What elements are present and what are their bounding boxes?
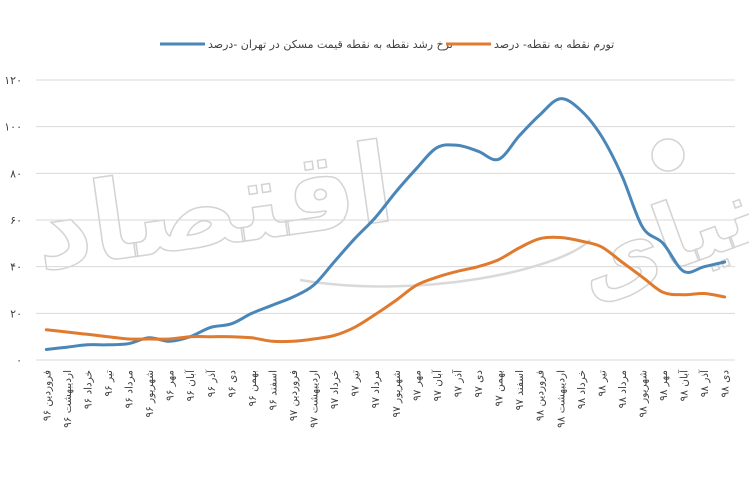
x-tick-label: اردیبهشت ۹۷ bbox=[309, 370, 321, 428]
gridlines bbox=[36, 79, 735, 361]
x-tick-label: اردیبهشت ۹۶ bbox=[62, 370, 74, 428]
legend: نرخ رشد نقطه به نقطه قیمت مسکن در تهران … bbox=[160, 38, 614, 51]
y-tick-label: ۶۰ bbox=[10, 214, 22, 227]
x-tick-label: شهریور ۹۸ bbox=[637, 370, 649, 417]
x-tick-label: فروردین ۹۸ bbox=[535, 370, 547, 421]
x-tick-label: آبان ۹۶ bbox=[184, 369, 197, 401]
x-tick-label: دی ۹۸ bbox=[720, 370, 732, 398]
svg-text:اقتصاد: اقتصاد bbox=[26, 119, 401, 296]
x-tick-label: تیر ۹۸ bbox=[596, 370, 608, 397]
x-tick-label: آبان ۹۷ bbox=[431, 369, 444, 401]
x-axis-tick-labels: فروردین ۹۶ اردیبهشت ۹۶ خرداد ۹۶ تیر ۹۶ مرداد… bbox=[41, 369, 731, 428]
x-tick-label: بهمن ۹۷ bbox=[494, 370, 506, 406]
series-lines bbox=[44, 97, 727, 351]
x-tick-label: بهمن ۹۶ bbox=[247, 370, 259, 406]
y-axis-tick-labels: ۰ ۲۰ ۴۰ ۶۰ ۸۰ ۱۰۰ ۱۲۰ bbox=[4, 74, 22, 367]
x-tick-label: فروردین ۹۷ bbox=[288, 370, 300, 421]
x-tick-label: مهر ۹۶ bbox=[165, 370, 177, 401]
x-tick-label: شهریور ۹۷ bbox=[391, 370, 403, 417]
y-tick-label: ۸۰ bbox=[10, 167, 22, 180]
x-tick-label: مرداد ۹۷ bbox=[370, 370, 382, 408]
y-tick-label: ۱۰۰ bbox=[4, 121, 22, 134]
x-tick-label: شهریور ۹۶ bbox=[144, 370, 156, 417]
x-tick-label: فروردین ۹۶ bbox=[41, 370, 53, 421]
x-tick-label: تیر ۹۶ bbox=[103, 370, 115, 397]
x-tick-label: آذر ۹۶ bbox=[205, 369, 218, 397]
x-tick-label: مرداد ۹۶ bbox=[124, 370, 136, 408]
x-tick-label: مهر ۹۸ bbox=[658, 370, 670, 401]
x-tick-label: خرداد ۹۶ bbox=[82, 370, 94, 409]
x-tick-label: تیر ۹۷ bbox=[350, 370, 362, 397]
svg-text:دنیای: دنیای bbox=[562, 142, 749, 320]
x-tick-label: دی ۹۶ bbox=[226, 370, 238, 398]
series-line-inflation bbox=[44, 235, 727, 344]
x-tick-label: اردیبهشت ۹۸ bbox=[555, 370, 567, 428]
legend-label-series-2: تورم نقطه به نقطه- درصد bbox=[494, 38, 614, 51]
x-tick-label: آذر ۹۷ bbox=[451, 369, 464, 397]
x-tick-label: اسفند ۹۷ bbox=[514, 370, 526, 410]
x-tick-label: آبان ۹۸ bbox=[678, 369, 691, 401]
legend-label-series-1: نرخ رشد نقطه به نقطه قیمت مسکن در تهران … bbox=[208, 38, 453, 51]
x-tick-label: اسفند ۹۶ bbox=[267, 370, 279, 410]
y-tick-label: ۴۰ bbox=[10, 261, 22, 274]
y-tick-label: ۲۰ bbox=[10, 307, 22, 320]
x-tick-label: خرداد ۹۸ bbox=[576, 370, 588, 409]
y-tick-label: ۰ bbox=[16, 354, 22, 367]
y-tick-label: ۱۲۰ bbox=[4, 74, 22, 87]
x-tick-label: مهر ۹۷ bbox=[411, 370, 423, 401]
x-tick-label: خرداد ۹۷ bbox=[329, 370, 341, 409]
x-tick-label: دی ۹۷ bbox=[473, 370, 485, 398]
x-tick-label: مرداد ۹۸ bbox=[617, 370, 629, 408]
x-tick-label: آذر ۹۸ bbox=[698, 369, 711, 397]
